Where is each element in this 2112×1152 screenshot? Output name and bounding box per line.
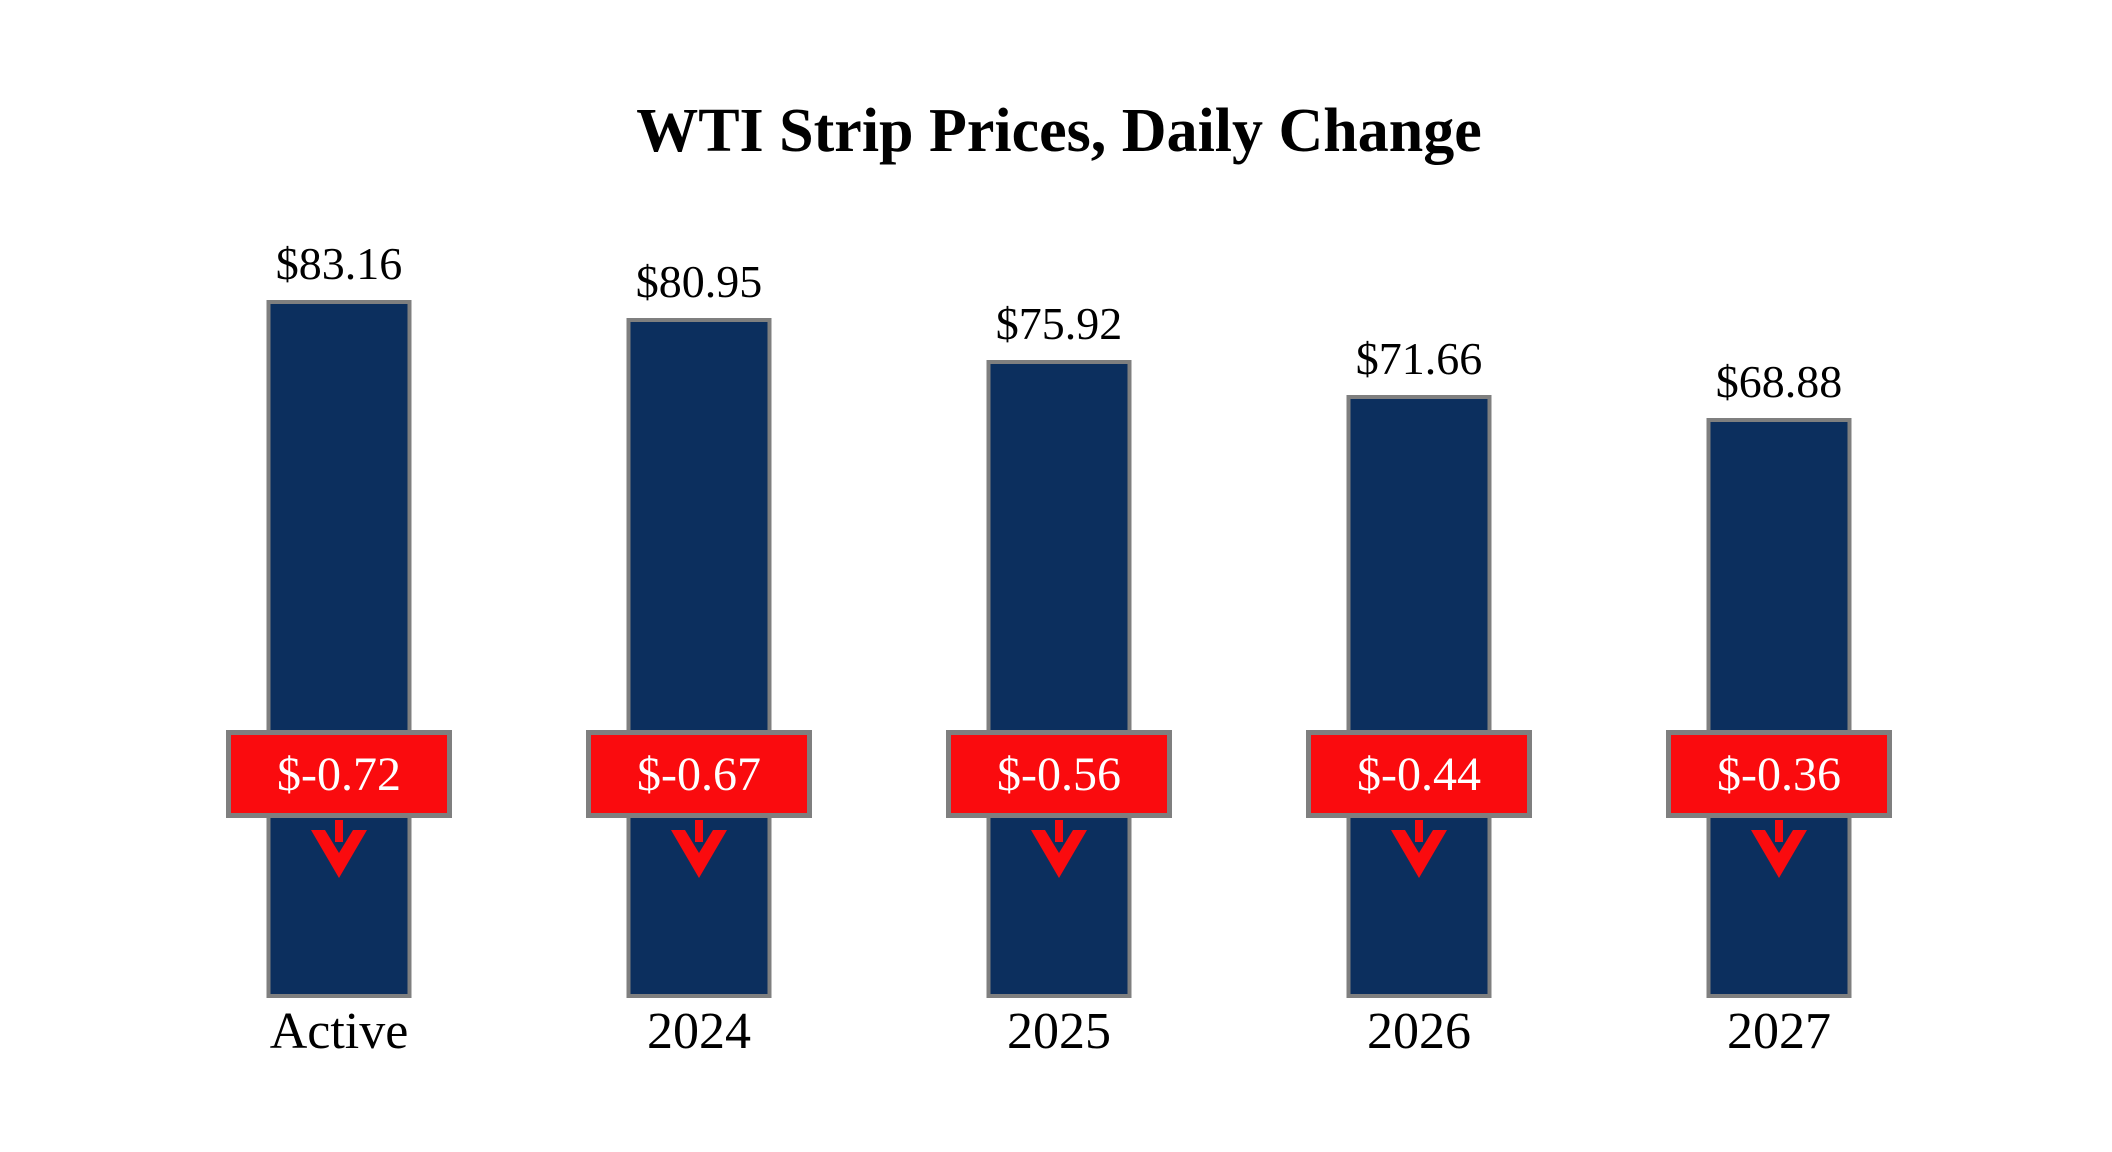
down-arrow-icon	[1391, 820, 1447, 878]
bar	[1706, 418, 1852, 998]
bar	[1346, 395, 1492, 998]
bar-group: $75.92 $-0.56 2025	[879, 180, 1239, 1110]
bar	[266, 300, 412, 998]
bar-group: $83.16 $-0.72 Active	[159, 180, 519, 1110]
daily-change-badge: $-0.72	[226, 730, 452, 818]
bar-value-label: $80.95	[635, 256, 763, 307]
bar	[986, 360, 1132, 998]
category-label: 2025	[1007, 1003, 1111, 1060]
down-arrow-icon	[671, 820, 727, 878]
bar	[626, 318, 772, 998]
bar-value-label: $68.88	[1715, 356, 1843, 407]
daily-change-label: $-0.67	[637, 747, 761, 801]
daily-change-label: $-0.36	[1717, 747, 1841, 801]
chart-title: WTI Strip Prices, Daily Change	[636, 97, 1482, 165]
bar-group: $68.88 $-0.36 2027	[1599, 180, 1959, 1110]
bar-value-label: $75.92	[995, 298, 1123, 349]
daily-change-badge: $-0.44	[1306, 730, 1532, 818]
daily-change-label: $-0.56	[997, 747, 1121, 801]
down-arrow-icon	[1031, 820, 1087, 878]
bars-row: $83.16 $-0.72 Active $80.95 $-0.67 2024 …	[159, 180, 1959, 1110]
daily-change-badge: $-0.36	[1666, 730, 1892, 818]
down-arrow-icon	[311, 820, 367, 878]
category-label: Active	[269, 1003, 409, 1060]
daily-change-label: $-0.72	[277, 747, 401, 801]
bar-group: $80.95 $-0.67 2024	[519, 180, 879, 1110]
category-label: 2027	[1727, 1003, 1831, 1060]
category-label: 2024	[647, 1003, 751, 1060]
bar-value-label: $71.66	[1355, 333, 1483, 384]
down-arrow-icon	[1751, 820, 1807, 878]
daily-change-badge: $-0.67	[586, 730, 812, 818]
category-label: 2026	[1367, 1003, 1471, 1060]
bar-group: $71.66 $-0.44 2026	[1239, 180, 1599, 1110]
bar-value-label: $83.16	[275, 238, 403, 289]
daily-change-label: $-0.44	[1357, 747, 1481, 801]
daily-change-badge: $-0.56	[946, 730, 1172, 818]
